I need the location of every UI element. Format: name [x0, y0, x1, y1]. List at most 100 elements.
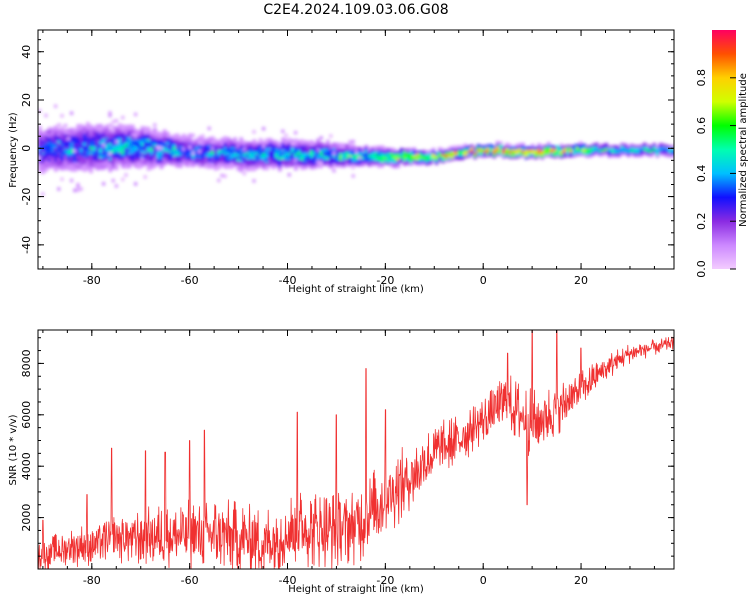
- spectrogram-cell: [86, 129, 90, 133]
- spectrogram-cell: [111, 133, 116, 136]
- spectrogram-cell: [460, 150, 465, 153]
- spectrogram-cell: [95, 129, 100, 132]
- spectrogram-cell: [201, 161, 205, 165]
- spectrogram-cell: [527, 146, 532, 150]
- spectrogram-cell: [457, 150, 461, 154]
- spectrogram-cell: [124, 146, 129, 150]
- spectrogram-cell: [44, 151, 49, 155]
- spectrogram-cell: [294, 162, 298, 166]
- spectrogram-cell: [60, 165, 65, 169]
- spectrogram-cell: [82, 154, 87, 158]
- spectrogram-cell: [89, 139, 93, 143]
- spectrogram-cell: [92, 145, 97, 149]
- spectrogram-cell: [316, 165, 321, 168]
- spectrogram-cell: [57, 157, 61, 160]
- spectrogram-cell: [82, 166, 87, 170]
- spectrogram-cell: [284, 138, 289, 142]
- spectrogram-cell: [201, 159, 205, 163]
- spectrogram-cell: [63, 128, 68, 132]
- spectrogram-cell: [543, 149, 548, 153]
- spectrogram-cell: [460, 152, 465, 156]
- spectrogram-cell: [338, 152, 343, 156]
- spectrogram-cell: [172, 163, 177, 167]
- spectrogram-cell: [201, 147, 205, 151]
- spectrogram-cell: [137, 146, 141, 150]
- spectrogram-cell: [422, 152, 426, 156]
- spectrogram-cell: [630, 153, 634, 157]
- spectrogram-cell: [444, 149, 449, 153]
- spectrogram-cell: [383, 161, 388, 165]
- spectrogram-cell: [598, 146, 602, 150]
- spectrogram-cell: [127, 139, 132, 142]
- spectrogram-cell: [316, 145, 321, 149]
- spectrogram-cell: [671, 152, 674, 156]
- spectrogram-cell: [553, 145, 557, 149]
- spectrogram-cell: [121, 158, 125, 162]
- spectrogram-cell: [153, 136, 157, 139]
- spectrogram-cell: [671, 154, 674, 158]
- spectrogram-cell: [188, 156, 193, 160]
- spectrogram-cell: [239, 151, 244, 155]
- spectrogram-cell: [156, 150, 161, 154]
- spectrogram-cell: [134, 135, 138, 139]
- spectrogram-cell: [191, 145, 196, 148]
- spectrogram-cell: [150, 142, 154, 146]
- spectrogram-cell: [57, 159, 61, 163]
- spectrogram-cell: [108, 130, 113, 134]
- spectrogram-cell: [226, 163, 231, 167]
- spectrogram-cell: [428, 149, 433, 153]
- spectrogram-cell: [278, 166, 282, 170]
- spectrogram-speckle: [111, 127, 115, 132]
- spectrogram-cell: [54, 156, 58, 160]
- spectrogram-cell: [444, 156, 449, 160]
- spectrogram-cell: [57, 135, 61, 139]
- spectrogram-cell: [54, 168, 58, 172]
- spectrogram-cell: [249, 153, 253, 157]
- spectrogram-cell: [47, 132, 52, 135]
- spectrogram-cell: [175, 152, 180, 156]
- spectrogram-cell: [332, 154, 337, 158]
- spectrogram-cell: [79, 152, 84, 156]
- spectrogram-cell: [111, 157, 116, 160]
- spectrogram-cell: [79, 167, 84, 171]
- spectrogram-cell: [361, 153, 365, 157]
- spectrogram-cell: [396, 158, 401, 161]
- spectrogram-cell: [156, 162, 161, 166]
- spectrogram-cell: [121, 165, 125, 169]
- spectrogram-cell: [63, 167, 68, 171]
- spectrogram-cell: [92, 143, 97, 147]
- spectrogram-cell: [150, 140, 154, 143]
- spectrogram-cell: [105, 165, 109, 169]
- spectrogram-cell: [479, 147, 484, 151]
- spectrogram-cell: [156, 153, 161, 157]
- spectrogram-cell: [140, 150, 145, 154]
- spectrogram-cell: [434, 157, 439, 161]
- spectrogram-cell: [79, 131, 84, 135]
- spectrogram-cell: [41, 139, 45, 143]
- spectrogram-cell: [399, 152, 404, 156]
- spectrogram-speckle: [108, 111, 112, 115]
- spectrogram-cell: [594, 152, 599, 156]
- spectrogram-cell: [102, 126, 106, 130]
- spectrogram-cell: [63, 157, 68, 161]
- spectrogram-cell: [402, 158, 407, 162]
- spectrogram-cell: [358, 158, 362, 162]
- spectrogram-cell: [95, 148, 100, 152]
- spectrogram-cell: [284, 155, 289, 159]
- spectrogram-cell: [249, 158, 253, 162]
- spectrogram-speckle: [332, 163, 336, 168]
- spectrogram-cell: [127, 124, 132, 128]
- spectrogram-cell: [66, 145, 71, 149]
- spectrogram-cell: [47, 153, 52, 157]
- spectrogram-cell: [57, 164, 61, 168]
- spectrogram-cell: [185, 164, 189, 168]
- spectrogram-cell: [457, 154, 461, 158]
- spectrogram-cell: [511, 153, 516, 157]
- spectrogram-cell: [130, 158, 135, 162]
- spectrogram-xtick-label: 0: [480, 274, 487, 287]
- snr-xtick-label: 0: [480, 574, 487, 587]
- snr-ytick-label: 2000: [20, 504, 33, 532]
- spectrogram-cell: [86, 150, 90, 154]
- spectrogram-cell: [642, 152, 647, 156]
- spectrogram-cell: [498, 141, 503, 145]
